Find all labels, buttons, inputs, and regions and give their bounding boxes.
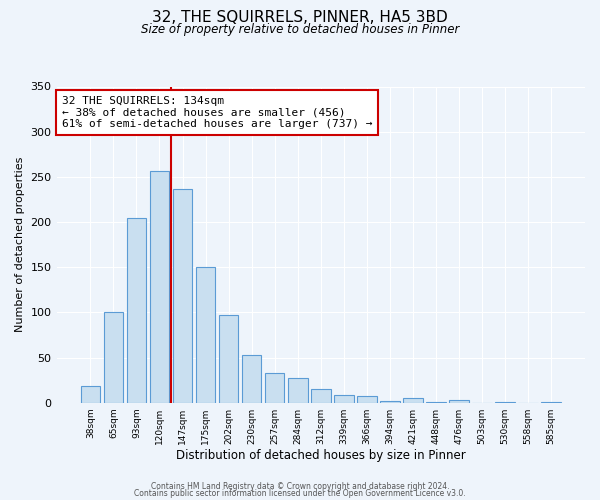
Bar: [80, 386, 100, 402]
Bar: [104, 312, 123, 402]
Bar: [288, 378, 308, 402]
Text: Size of property relative to detached houses in Pinner: Size of property relative to detached ho…: [141, 22, 459, 36]
X-axis label: Distribution of detached houses by size in Pinner: Distribution of detached houses by size …: [176, 450, 466, 462]
Y-axis label: Number of detached properties: Number of detached properties: [15, 157, 25, 332]
Bar: [380, 401, 400, 402]
Text: 32, THE SQUIRRELS, PINNER, HA5 3BD: 32, THE SQUIRRELS, PINNER, HA5 3BD: [152, 10, 448, 25]
Bar: [149, 170, 169, 402]
Bar: [173, 190, 193, 402]
Bar: [449, 400, 469, 402]
Text: 32 THE SQUIRRELS: 134sqm
← 38% of detached houses are smaller (456)
61% of semi-: 32 THE SQUIRRELS: 134sqm ← 38% of detach…: [62, 96, 373, 129]
Bar: [219, 315, 238, 402]
Bar: [127, 218, 146, 402]
Bar: [311, 389, 331, 402]
Bar: [357, 396, 377, 402]
Text: Contains public sector information licensed under the Open Government Licence v3: Contains public sector information licen…: [134, 489, 466, 498]
Bar: [334, 396, 353, 402]
Bar: [403, 398, 423, 402]
Bar: [265, 373, 284, 402]
Text: Contains HM Land Registry data © Crown copyright and database right 2024.: Contains HM Land Registry data © Crown c…: [151, 482, 449, 491]
Bar: [196, 267, 215, 402]
Bar: [242, 355, 262, 403]
